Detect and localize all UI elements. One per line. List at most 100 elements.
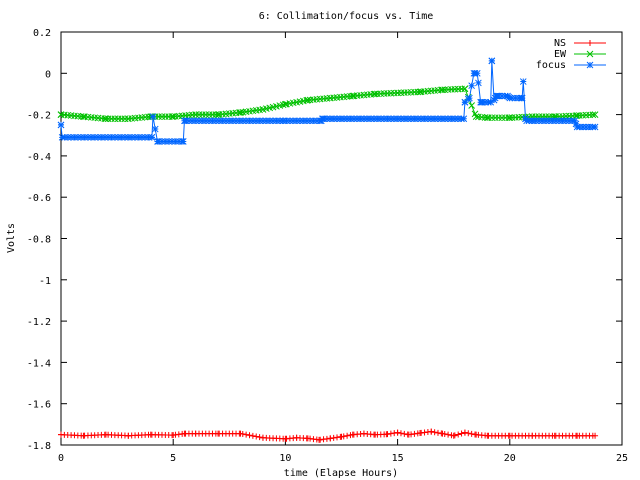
data-point-ns (237, 430, 244, 437)
data-point-ew (259, 106, 267, 113)
data-point-focus (438, 115, 445, 123)
data-point-focus (286, 117, 294, 125)
data-point-focus (475, 79, 482, 87)
data-point-focus (67, 133, 75, 141)
data-point-ew (371, 90, 379, 98)
data-point-ns (80, 432, 87, 439)
y-tick-label: -1 (39, 276, 51, 287)
y-tick-label: -0.6 (27, 193, 51, 204)
data-point-ns (465, 430, 472, 437)
data-point-ew (439, 86, 446, 94)
legend-marker-ns (587, 40, 593, 46)
data-point-ns (147, 431, 154, 438)
data-point-focus (199, 117, 206, 125)
data-point-focus (384, 115, 391, 123)
data-point-ns (349, 431, 356, 438)
y-tick-label: -0.8 (27, 235, 51, 246)
data-point-focus (181, 117, 188, 125)
data-point-focus (380, 115, 388, 123)
data-point-ns (431, 429, 438, 436)
data-point-focus (259, 117, 267, 125)
data-point-focus (165, 138, 173, 145)
data-point-focus (149, 113, 157, 121)
data-point-focus (179, 138, 187, 145)
data-point-focus (512, 94, 519, 102)
data-point-ns (397, 430, 404, 437)
data-point-ns (473, 431, 480, 438)
x-tick-label: 25 (616, 453, 628, 464)
data-point-focus (111, 133, 119, 141)
data-point-ns (215, 430, 222, 437)
data-point-ns (360, 430, 367, 437)
data-point-focus (104, 133, 112, 141)
data-point-focus (151, 125, 159, 133)
data-point-focus (357, 115, 364, 123)
data-point-focus (470, 69, 478, 77)
y-tick-label: 0 (45, 69, 51, 80)
data-point-focus (461, 98, 469, 106)
data-point-focus (262, 117, 270, 125)
data-point-ew (80, 113, 87, 121)
data-point-ns (468, 430, 475, 437)
data-point-focus (222, 117, 230, 125)
data-point-ew (282, 100, 289, 108)
data-point-ns (417, 430, 424, 437)
data-point-focus (74, 133, 82, 141)
data-point-ew (484, 114, 491, 122)
legend-label-focus: focus (536, 60, 566, 71)
data-point-focus (138, 133, 146, 141)
data-point-focus (319, 115, 326, 123)
data-point-focus (131, 133, 139, 141)
data-point-ew (349, 92, 357, 100)
data-point-focus (91, 133, 99, 141)
legend-marker-ew (586, 50, 594, 58)
data-point-focus (490, 96, 498, 104)
data-point-focus (323, 115, 331, 123)
data-point-focus (498, 92, 506, 100)
data-point-focus (572, 120, 580, 128)
data-point-ns (338, 433, 345, 440)
data-point-focus (273, 117, 280, 125)
data-point-ns (192, 430, 199, 437)
data-point-focus (232, 117, 240, 125)
data-point-focus (276, 117, 284, 125)
data-point-focus (266, 117, 274, 125)
data-point-focus (353, 115, 361, 123)
data-point-focus (343, 115, 351, 123)
data-point-focus (242, 117, 250, 125)
data-point-ns (450, 432, 457, 439)
data-point-focus (377, 115, 385, 123)
data-point-focus (57, 121, 65, 129)
series-line-ew (60, 88, 596, 120)
data-point-focus (249, 117, 257, 125)
y-tick-label: -0.2 (27, 111, 51, 122)
data-point-ew (394, 89, 401, 97)
data-point-focus (424, 115, 432, 123)
data-point-focus (390, 115, 398, 123)
data-point-focus (370, 115, 378, 123)
data-point-ns (574, 432, 581, 439)
y-tick-label: -1.8 (27, 441, 51, 452)
data-point-focus (473, 69, 481, 77)
data-point-ns (282, 435, 289, 442)
data-point-focus (172, 138, 179, 145)
data-point-focus (562, 117, 570, 125)
data-point-focus (394, 115, 401, 123)
data-point-focus (523, 117, 530, 125)
series-ns (58, 428, 599, 443)
data-point-focus (460, 115, 468, 123)
data-point-ew (192, 111, 199, 118)
data-point-focus (565, 117, 573, 125)
data-point-focus (77, 133, 85, 141)
data-point-focus (494, 92, 501, 100)
data-point-ns (327, 435, 334, 442)
data-point-focus (158, 138, 166, 145)
x-tick-label: 20 (504, 453, 516, 464)
data-point-focus (195, 117, 203, 125)
data-point-ew (589, 111, 597, 119)
data-point-focus (397, 115, 405, 123)
data-point-focus (532, 117, 539, 125)
data-point-ns (383, 431, 390, 438)
data-point-focus (64, 133, 72, 141)
data-point-focus (306, 117, 314, 125)
